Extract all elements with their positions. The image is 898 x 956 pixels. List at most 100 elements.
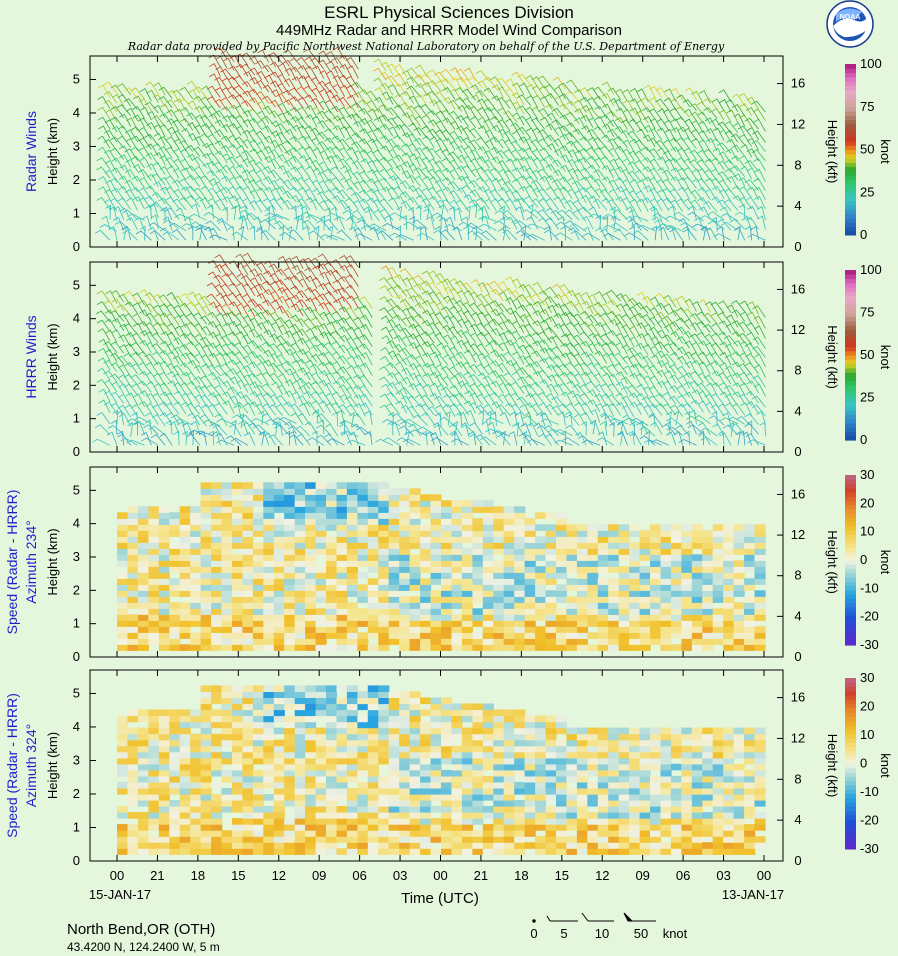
wind-barb bbox=[150, 214, 159, 230]
wind-barb bbox=[200, 96, 214, 109]
heatmap-cell bbox=[670, 596, 682, 603]
wind-barb bbox=[455, 361, 470, 374]
heatmap-cell bbox=[158, 812, 170, 819]
heatmap-cell bbox=[441, 536, 453, 543]
wind-barb bbox=[401, 376, 414, 390]
wind-barb bbox=[171, 89, 187, 102]
wind-barb bbox=[268, 180, 283, 193]
heatmap-cell bbox=[148, 745, 160, 753]
wind-barb bbox=[518, 324, 532, 338]
wind-barb bbox=[496, 86, 511, 99]
wind-barb bbox=[380, 326, 394, 340]
wind-barb bbox=[137, 361, 152, 375]
wind-barb bbox=[510, 310, 525, 323]
wind-barb bbox=[337, 189, 352, 201]
heatmap-cell bbox=[169, 751, 181, 759]
wind-barb bbox=[221, 164, 235, 178]
heatmap-cell bbox=[336, 494, 348, 501]
y-axis-label: Height (km) bbox=[45, 323, 60, 390]
heatmap-cell bbox=[190, 836, 202, 843]
wind-barb bbox=[103, 341, 118, 354]
wind-barb bbox=[421, 319, 435, 333]
heatmap-cell bbox=[200, 715, 212, 723]
wind-barb bbox=[332, 46, 345, 60]
heatmap-cell bbox=[650, 638, 662, 645]
heatmap-cell bbox=[461, 530, 473, 537]
wind-barb bbox=[580, 412, 594, 425]
wind-barb bbox=[392, 144, 408, 157]
wind-barb bbox=[607, 310, 621, 324]
heatmap-cell bbox=[127, 554, 139, 561]
wind-barb bbox=[684, 410, 690, 426]
wind-barb bbox=[461, 301, 477, 314]
heatmap-cell bbox=[451, 560, 463, 567]
heatmap-cell bbox=[461, 614, 473, 621]
heatmap-cell bbox=[691, 566, 703, 573]
wind-barb bbox=[669, 351, 684, 365]
wind-barb bbox=[186, 122, 201, 135]
wind-barb bbox=[332, 125, 345, 139]
wind-barb bbox=[531, 331, 546, 345]
wind-barb bbox=[346, 326, 359, 340]
heatmap-cell bbox=[232, 632, 244, 639]
wind-barb bbox=[442, 315, 456, 329]
heatmap-cell bbox=[273, 560, 285, 567]
wind-barb bbox=[526, 127, 539, 141]
wind-barb bbox=[118, 393, 132, 407]
wind-barb bbox=[375, 438, 394, 446]
y2-tick-label: 12 bbox=[791, 527, 805, 542]
wind-barb bbox=[434, 169, 449, 182]
heatmap-cell bbox=[566, 542, 578, 549]
heatmap-cell bbox=[409, 638, 421, 645]
heatmap-cell bbox=[273, 745, 285, 753]
wind-barb bbox=[608, 168, 621, 182]
heatmap-cell bbox=[117, 848, 129, 855]
wind-barb bbox=[545, 154, 559, 167]
heatmap-cell bbox=[399, 542, 411, 549]
wind-barb bbox=[689, 380, 704, 393]
wind-barb bbox=[442, 186, 456, 200]
heatmap-cell bbox=[252, 824, 264, 831]
wind-barb bbox=[406, 76, 421, 89]
heatmap-cell bbox=[221, 727, 233, 735]
heatmap-cell bbox=[137, 733, 149, 741]
wind-barb bbox=[185, 332, 201, 345]
wind-barb bbox=[600, 413, 615, 427]
wind-barb bbox=[754, 353, 766, 368]
heatmap-cell bbox=[378, 536, 390, 543]
wind-barb bbox=[504, 393, 518, 406]
wind-barb bbox=[655, 98, 670, 111]
wind-barb bbox=[279, 232, 297, 241]
heatmap-cell bbox=[263, 608, 275, 615]
wind-barb bbox=[123, 352, 138, 365]
wind-barb bbox=[358, 296, 373, 309]
wind-barb bbox=[740, 144, 753, 158]
heatmap-cell bbox=[691, 596, 703, 603]
heatmap-cell bbox=[430, 524, 442, 531]
wind-barb bbox=[455, 351, 470, 364]
wind-barb bbox=[489, 189, 504, 201]
heatmap-cell bbox=[524, 602, 536, 609]
heatmap-cell bbox=[357, 512, 369, 519]
heatmap-cell bbox=[263, 818, 275, 825]
heatmap-cell bbox=[367, 626, 379, 633]
wind-barb bbox=[668, 364, 684, 376]
wind-barb bbox=[593, 95, 608, 109]
heatmap-cell bbox=[472, 584, 484, 591]
wind-barb bbox=[227, 225, 235, 241]
wind-barb bbox=[732, 382, 746, 396]
wind-barb bbox=[306, 437, 325, 446]
heatmap-cell bbox=[744, 536, 756, 543]
wind-barb bbox=[544, 84, 559, 97]
wind-barb bbox=[199, 315, 214, 328]
wind-barb bbox=[469, 382, 483, 396]
wind-barb bbox=[719, 417, 739, 425]
heatmap-cell bbox=[346, 542, 358, 549]
wind-barb bbox=[516, 126, 532, 139]
heatmap-cell bbox=[242, 745, 254, 753]
heatmap-cell bbox=[691, 644, 703, 651]
wind-barb bbox=[524, 402, 539, 415]
heatmap-cell bbox=[493, 602, 505, 609]
heatmap-cell bbox=[420, 524, 432, 531]
wind-barb bbox=[316, 219, 332, 231]
